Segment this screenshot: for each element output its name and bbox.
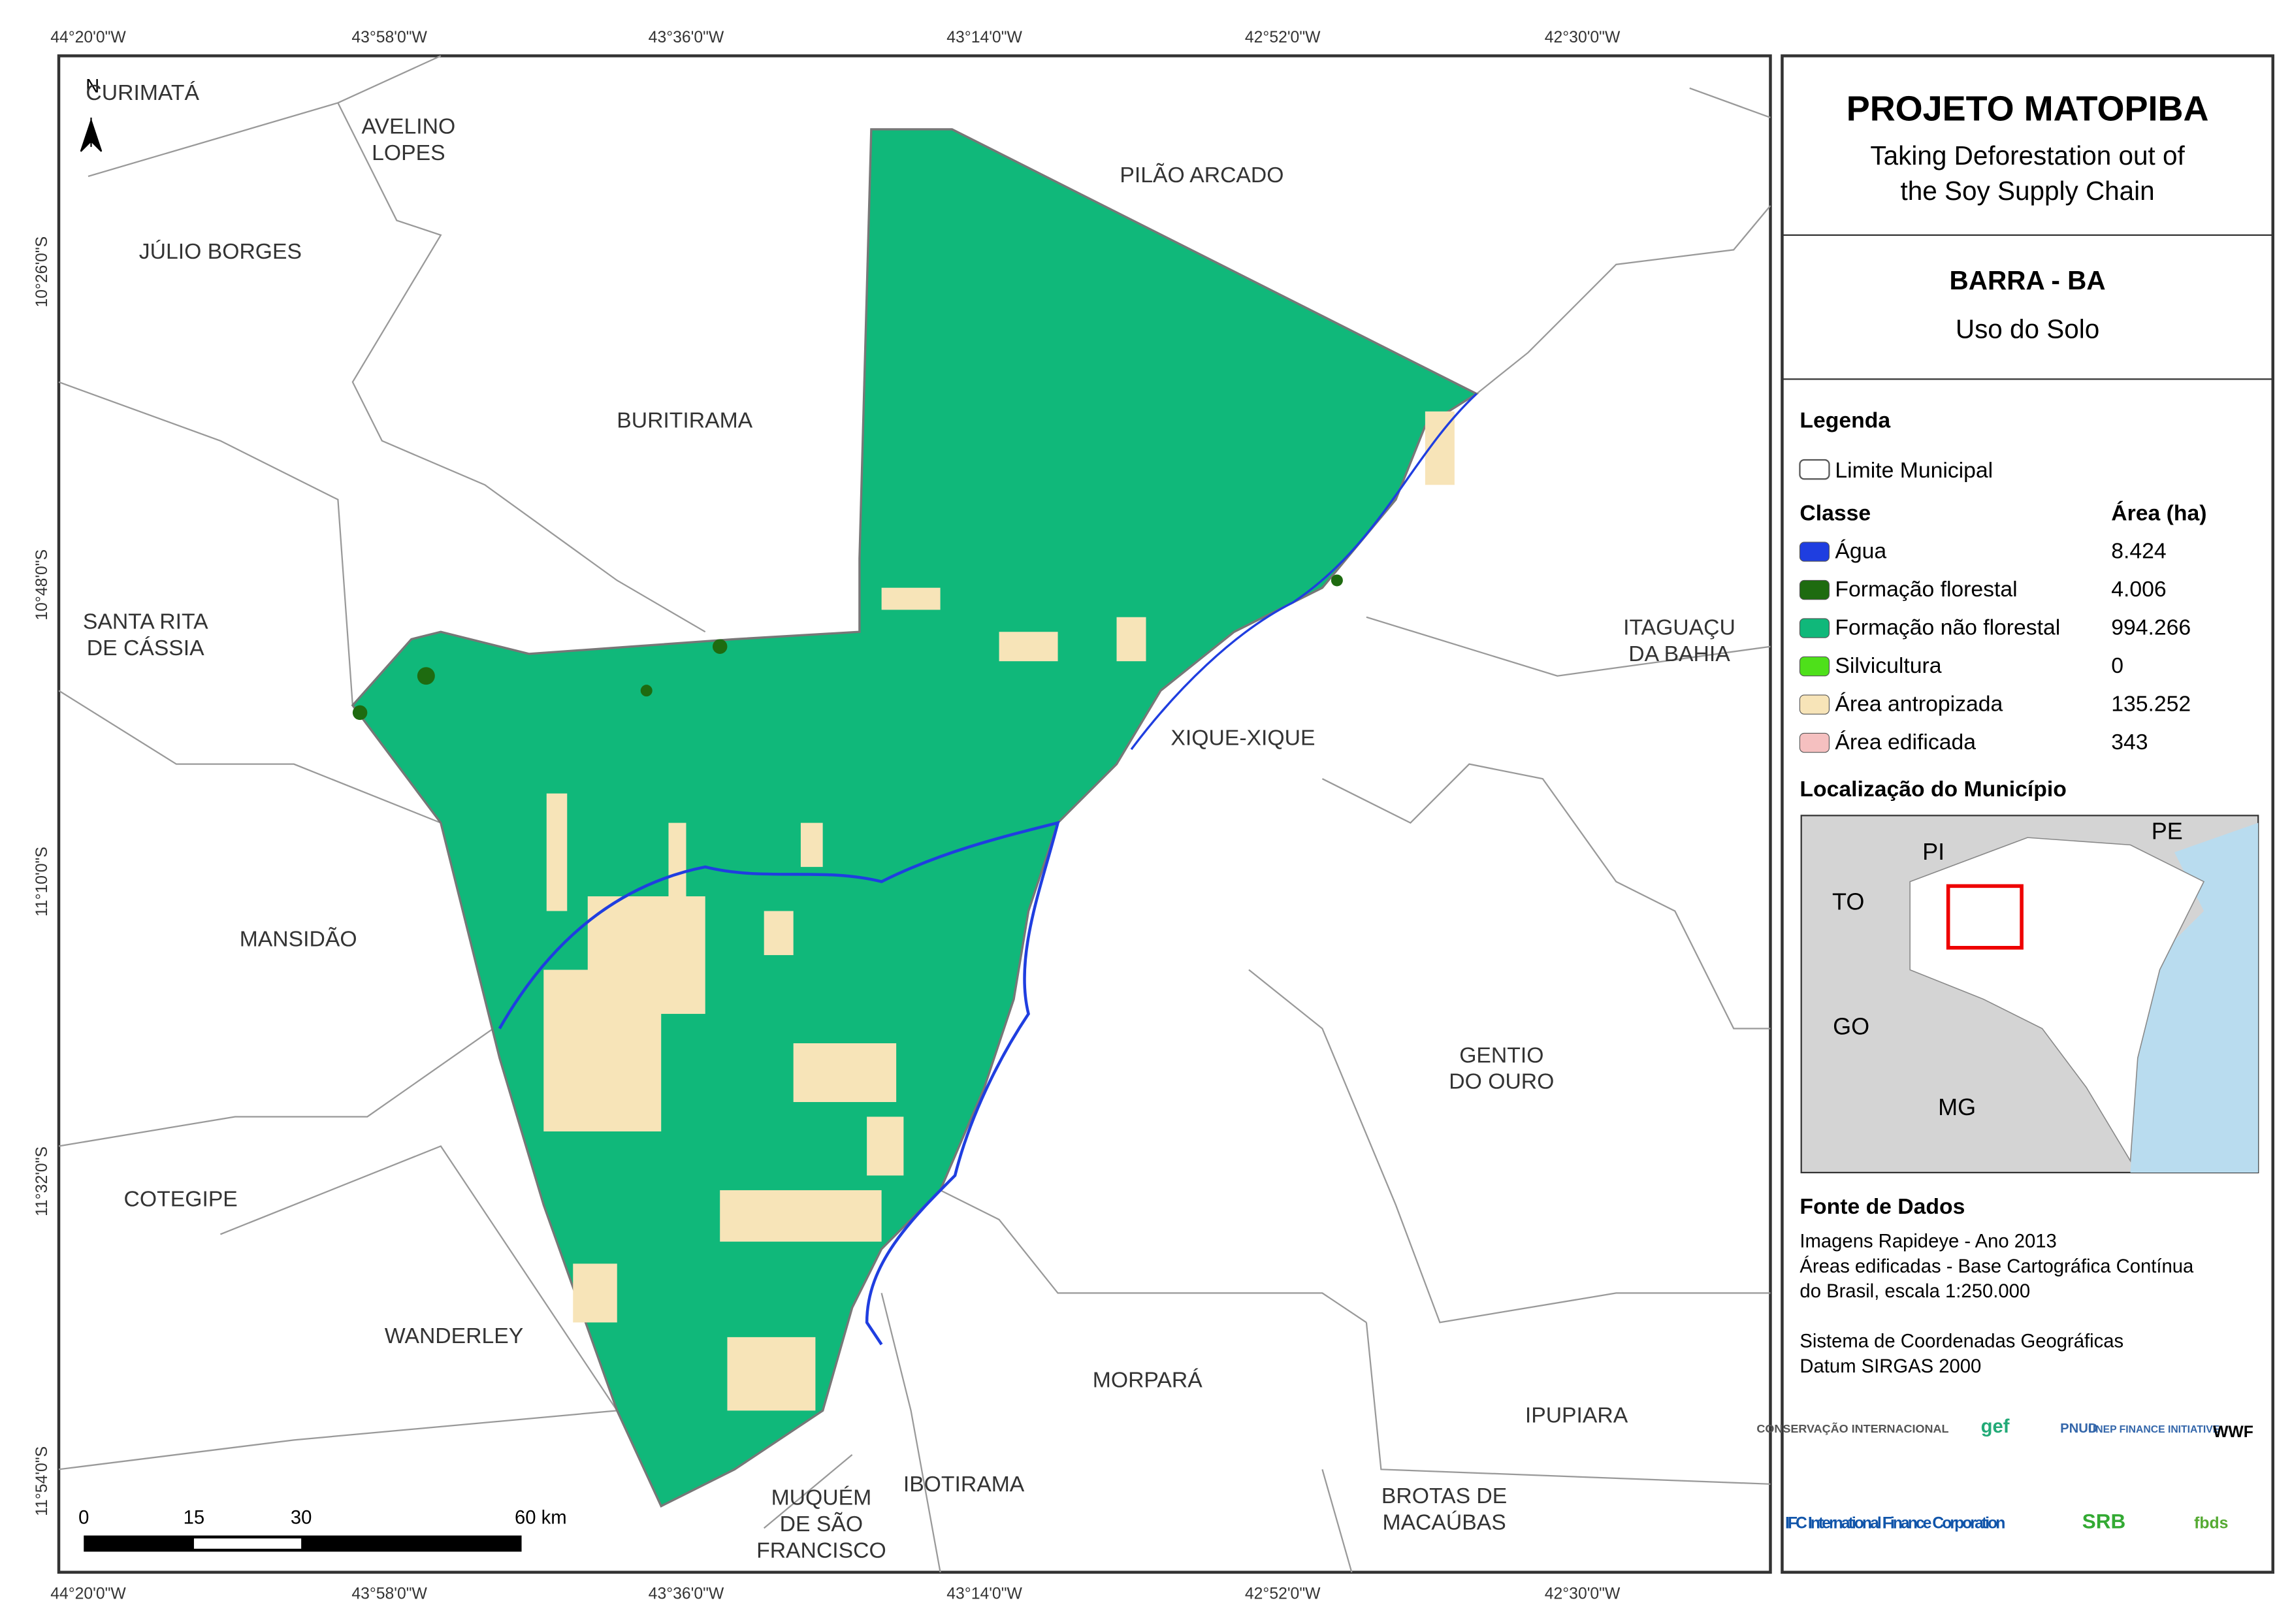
scale-bar [84, 1535, 522, 1552]
scale-label: 30 [291, 1508, 312, 1529]
logo: fbds [2194, 1514, 2228, 1532]
latitude-label: 11°32'0"S [33, 1146, 51, 1216]
place-name: SANTA RITA DE CÁSSIA [83, 609, 208, 660]
north-arrow: N [80, 76, 103, 152]
scale-label: 0 [78, 1508, 89, 1529]
place-name: MANSIDÃO [240, 927, 357, 952]
source-line: Áreas edificadas - Base Cartográfica Con… [1800, 1256, 2194, 1277]
legend-label: Formação florestal [1835, 577, 2017, 602]
place-name: WANDERLEY [385, 1324, 523, 1348]
place-name: XIQUE-XIQUE [1170, 725, 1315, 750]
longitude-label: 43°58'0"W [351, 29, 427, 46]
side-panel [1781, 54, 2274, 1574]
place-name: IPUPIARA [1525, 1403, 1628, 1427]
river [498, 820, 1060, 1346]
anthropized-patches [543, 411, 1455, 1411]
location-label: TO [1832, 888, 1864, 915]
legend-area: 343 [2111, 730, 2148, 755]
longitude-label: 43°36'0"W [649, 29, 724, 46]
legend-label: Área antropizada [1835, 692, 2003, 717]
logo: WWF [2213, 1423, 2253, 1441]
place-name: GENTIO DO OURO [1449, 1043, 1554, 1094]
source-line: do Brasil, escala 1:250.000 [1800, 1281, 2030, 1302]
location-label: PI [1922, 838, 1945, 865]
legend-swatch [1799, 618, 1830, 638]
source-line: Sistema de Coordenadas Geográficas [1800, 1331, 2123, 1352]
sources-title: Fonte de Dados [1800, 1194, 1965, 1219]
legend-swatch [1799, 732, 1830, 753]
place-name: CURIMATÁ [86, 80, 199, 105]
place-name: MORPARÁ [1093, 1367, 1202, 1392]
logo: gef [1981, 1416, 2010, 1437]
logo: UNEP FINANCE INITIATIVE [2088, 1424, 2219, 1435]
longitude-label: 42°30'0"W [1545, 1585, 1621, 1602]
place-name: PILÃO ARCADO [1120, 163, 1283, 187]
latitude-label: 10°26'0"S [33, 236, 51, 308]
logo: PNUD [2060, 1421, 2097, 1436]
place-name: IBOTIRAMA [903, 1472, 1025, 1497]
latitude-label: 10°48'0"S [33, 549, 51, 621]
place-name: COTEGIPE [124, 1187, 238, 1212]
legend-swatch [1799, 694, 1830, 715]
place-name: AVELINO LOPES [362, 114, 456, 165]
legend-area: 8.424 [2111, 539, 2166, 564]
latitude-label: 11°10'0"S [33, 847, 51, 917]
logo: SRB [2082, 1509, 2125, 1533]
longitude-label: 42°30'0"W [1545, 29, 1621, 46]
longitude-label: 43°58'0"W [351, 1585, 427, 1602]
scale-label: 60 km [515, 1508, 567, 1529]
river-bank [1130, 393, 1477, 751]
place-name: JÚLIO BORGES [139, 239, 302, 264]
legend-area: 4.006 [2111, 577, 2166, 602]
legend-label: Silvicultura [1835, 653, 1941, 678]
location-label: GO [1833, 1013, 1869, 1040]
longitude-label: 43°14'0"W [946, 29, 1022, 46]
source-line: Imagens Rapideye - Ano 2013 [1800, 1231, 2056, 1252]
legend-label: Área edificada [1835, 730, 1976, 755]
legend-swatch [1799, 542, 1830, 562]
legend-area: 0 [2111, 653, 2123, 678]
legend-swatch [1799, 656, 1830, 677]
longitude-label: 42°52'0"W [1245, 29, 1321, 46]
location-label: MG [1938, 1094, 1976, 1120]
legend-swatch [1799, 579, 1830, 600]
logo: CONSERVAÇÃO INTERNACIONAL [1756, 1421, 1948, 1435]
location-title: Localização do Município [1800, 777, 2066, 802]
municipal-boundaries [58, 55, 1771, 1573]
legend-title: Legenda [1800, 408, 1890, 433]
legend-area: 994.266 [2111, 615, 2191, 640]
legend-header: Área (ha) [2111, 500, 2206, 525]
municipality-name: BARRA - BA [1950, 265, 2106, 295]
longitude-label: 44°20'0"W [50, 1585, 126, 1602]
longitude-label: 43°36'0"W [649, 1585, 724, 1602]
legend-label: Água [1835, 539, 1886, 564]
title: PROJETO MATOPIBA [1847, 89, 2209, 128]
scale-label: 15 [184, 1508, 205, 1529]
theme: Uso do Solo [1956, 314, 2099, 344]
place-name: BURITIRAMA [617, 408, 752, 433]
legend-header: Classe [1800, 500, 1871, 525]
place-name: ITAGUAÇU DA BAHIA [1623, 615, 1735, 666]
legend-label: Formação não florestal [1835, 615, 2060, 640]
location-inset [1800, 815, 2259, 1174]
legend-label: Limite Municipal [1835, 458, 1993, 483]
forest-patches [352, 574, 1343, 721]
logo: IFC International Finance Corporation [1785, 1514, 2005, 1532]
municipality-area [351, 128, 1479, 1508]
longitude-label: 43°14'0"W [946, 1585, 1022, 1602]
legend-area: 135.252 [2111, 692, 2191, 717]
longitude-label: 42°52'0"W [1245, 1585, 1321, 1602]
longitude-label: 44°20'0"W [50, 29, 126, 46]
place-name: BROTAS DE MACAÚBAS [1381, 1484, 1507, 1535]
north-label: N [86, 76, 99, 97]
place-name: MUQUÉM DE SÃO FRANCISCO [756, 1485, 886, 1563]
boundary-swatch [1799, 459, 1830, 480]
latitude-label: 11°54'0"S [33, 1446, 51, 1516]
subtitle: Taking Deforestation out of [1870, 140, 2185, 171]
location-label: PE [2152, 817, 2183, 844]
source-line: Datum SIRGAS 2000 [1800, 1356, 1981, 1377]
subtitle: the Soy Supply Chain [1900, 176, 2154, 206]
